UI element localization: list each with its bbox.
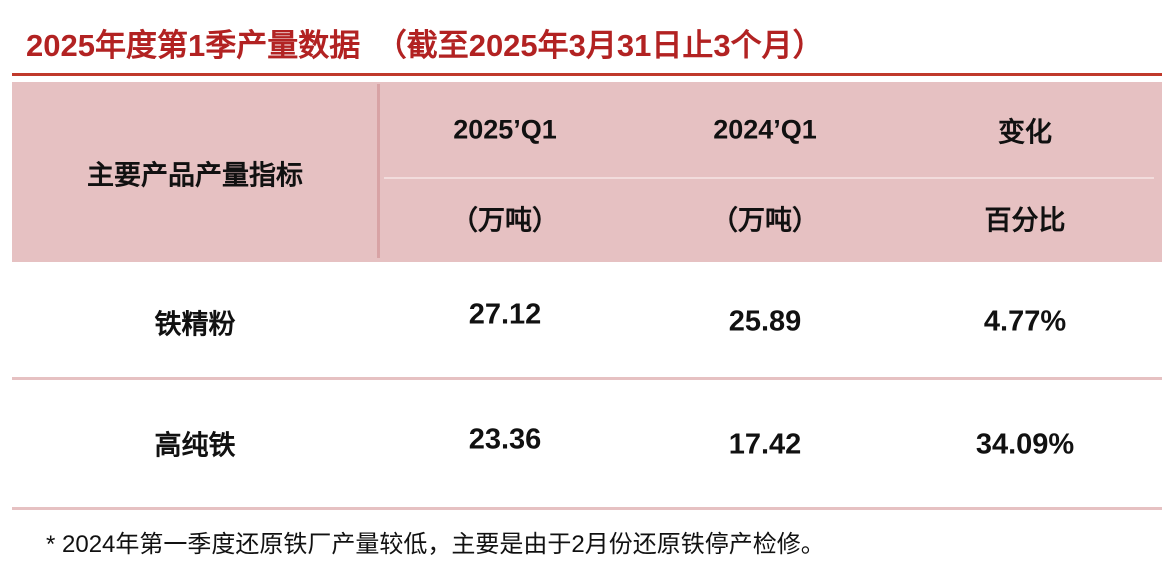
page-title: 2025年度第1季产量数据 （截至2025年3月31日止3个月） — [26, 28, 824, 63]
footnote: * 2024年第一季度还原铁厂产量较低，主要是由于2月份还原铁停产检修。 — [46, 531, 825, 558]
column-header: （万吨） — [711, 205, 819, 236]
table-header-bg — [12, 82, 1162, 262]
table-cell: 23.36 — [468, 423, 542, 456]
column-header: 2025’Q1 — [453, 114, 557, 145]
column-header: 2024’Q1 — [713, 114, 817, 145]
table-cell: 25.89 — [728, 305, 802, 338]
table-cell: 17.42 — [728, 428, 802, 461]
table-cell: 27.12 — [468, 298, 542, 331]
table-cell: 4.77% — [983, 305, 1067, 338]
column-header: 变化 — [998, 117, 1052, 148]
title-rule — [12, 73, 1162, 76]
row-label: 铁精粉 — [154, 309, 236, 340]
table-cell: 34.09% — [975, 428, 1075, 461]
row-separator — [12, 507, 1162, 510]
indicator-header: 主要产品产量指标 — [87, 160, 303, 191]
header-separator — [384, 177, 1154, 179]
column-header: 百分比 — [984, 205, 1066, 236]
row-label: 高纯铁 — [154, 430, 236, 461]
header-separator — [377, 84, 380, 258]
row-separator — [12, 377, 1162, 380]
column-header: （万吨） — [451, 205, 559, 236]
